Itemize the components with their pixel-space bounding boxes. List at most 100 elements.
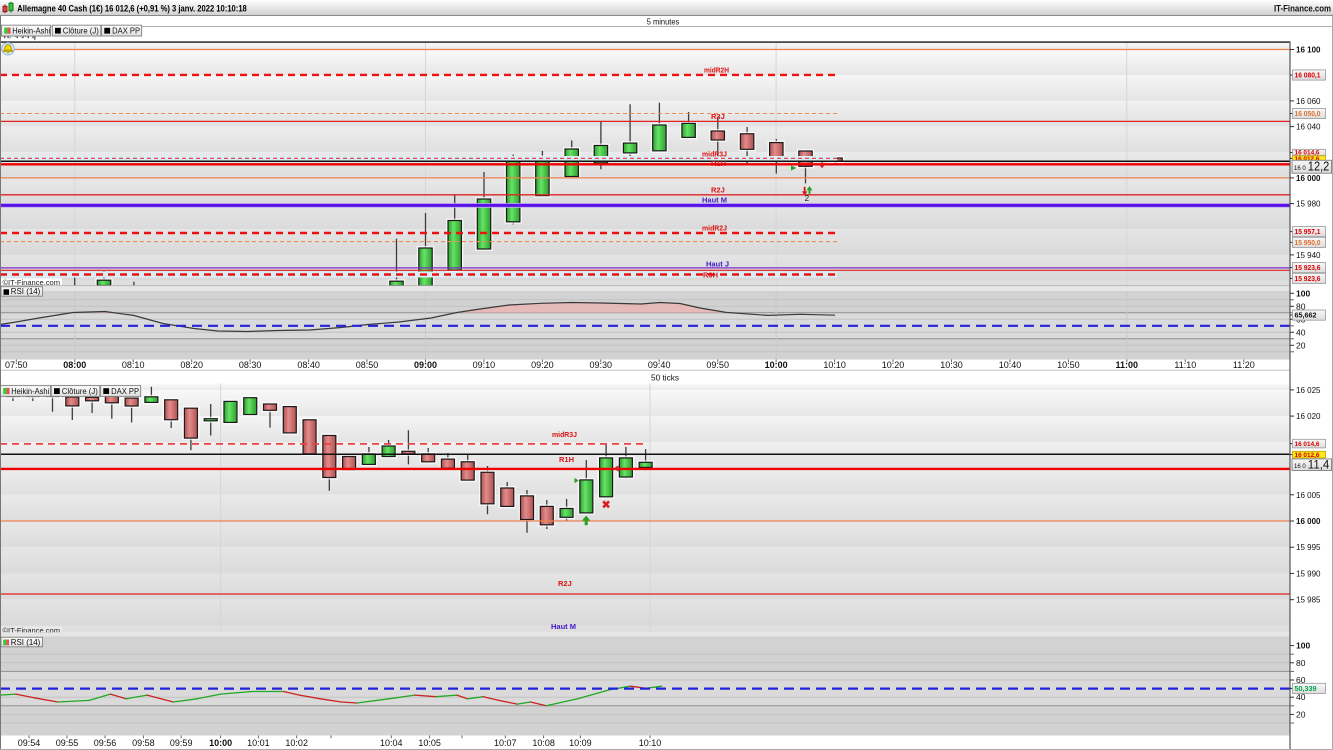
- svg-text:15 923,6: 15 923,6: [1295, 274, 1321, 283]
- svg-text:16 100: 16 100: [1296, 45, 1321, 55]
- svg-text:16 000: 16 000: [1296, 173, 1321, 183]
- svg-text:©IT-Finance.com: ©IT-Finance.com: [3, 626, 61, 635]
- svg-text:16 0: 16 0: [1294, 464, 1306, 470]
- svg-text:15 985: 15 985: [1296, 595, 1321, 605]
- svg-text:50,339: 50,339: [1295, 684, 1317, 693]
- svg-text:Heikin-Ashi: Heikin-Ashi: [12, 27, 50, 36]
- svg-text:Heikin-Ashi: Heikin-Ashi: [11, 387, 49, 396]
- svg-text:10:20: 10:20: [882, 360, 905, 370]
- svg-text:16 012,6: 16 012,6: [1295, 157, 1321, 163]
- svg-text:DAX PP: DAX PP: [111, 387, 139, 396]
- svg-text:midR3J: midR3J: [702, 150, 727, 159]
- svg-text:20: 20: [1296, 709, 1306, 719]
- svg-text:15 995: 15 995: [1296, 542, 1321, 552]
- svg-text:15 957,1: 15 957,1: [1295, 227, 1321, 236]
- svg-text:09:30: 09:30: [590, 360, 613, 370]
- svg-text:Clôture (J): Clôture (J): [62, 387, 98, 396]
- svg-text:Clôture (J): Clôture (J): [63, 27, 99, 36]
- svg-text:09:20: 09:20: [531, 360, 554, 370]
- svg-text:11:20: 11:20: [1233, 360, 1255, 370]
- svg-text:15 923,6: 15 923,6: [1295, 263, 1321, 272]
- svg-text:09:59: 09:59: [170, 738, 193, 748]
- svg-text:midR2H: midR2H: [704, 65, 729, 74]
- svg-text:Haut J: Haut J: [706, 260, 729, 269]
- svg-text:09:55: 09:55: [56, 738, 79, 748]
- svg-text:15 980: 15 980: [1296, 199, 1321, 209]
- svg-text:50 ticks: 50 ticks: [651, 374, 679, 383]
- svg-text:R3J: R3J: [711, 112, 725, 121]
- svg-text:16 050,0: 16 050,0: [1295, 109, 1321, 118]
- svg-text:09:58: 09:58: [132, 738, 155, 748]
- svg-text:10:40: 10:40: [999, 360, 1022, 370]
- svg-text:40: 40: [1296, 327, 1306, 337]
- svg-text:10:04: 10:04: [380, 738, 403, 748]
- svg-text:16 020: 16 020: [1296, 411, 1321, 421]
- svg-text:RSI (14): RSI (14): [11, 638, 41, 647]
- svg-text:10:02: 10:02: [285, 738, 308, 748]
- svg-text:08:30: 08:30: [239, 360, 262, 370]
- svg-text:10:50: 10:50: [1057, 360, 1080, 370]
- svg-text:60: 60: [1296, 675, 1306, 685]
- svg-text:16 080,1: 16 080,1: [1295, 71, 1321, 80]
- svg-text:16 014,6: 16 014,6: [1295, 441, 1320, 448]
- svg-text:09:10: 09:10: [473, 360, 496, 370]
- svg-text:08:00: 08:00: [63, 360, 86, 370]
- svg-text:©IT-Finance.com: ©IT-Finance.com: [3, 278, 61, 287]
- svg-text:08:20: 08:20: [180, 360, 203, 370]
- svg-text:16 132,6: 16 132,6: [2, 34, 37, 44]
- svg-text:100: 100: [1296, 641, 1310, 651]
- svg-text:10:30: 10:30: [940, 360, 963, 370]
- svg-text:16 005: 16 005: [1296, 490, 1321, 500]
- svg-text:16 025: 16 025: [1296, 385, 1321, 395]
- svg-text:09:54: 09:54: [18, 738, 41, 748]
- svg-text:Haut M: Haut M: [702, 196, 727, 205]
- svg-text:11:10: 11:10: [1174, 360, 1196, 370]
- svg-text:11:00: 11:00: [1116, 360, 1139, 370]
- svg-text:IT-Finance.com: IT-Finance.com: [1274, 3, 1331, 14]
- svg-text:10:10: 10:10: [639, 738, 662, 748]
- svg-text:10:00: 10:00: [209, 738, 232, 748]
- svg-text:12,2: 12,2: [1308, 159, 1330, 174]
- svg-text:16 014,6: 16 014,6: [1295, 150, 1321, 157]
- svg-text:R3H: R3H: [703, 271, 718, 280]
- svg-text:RSI (14): RSI (14): [11, 287, 41, 296]
- svg-text:10:00: 10:00: [765, 360, 788, 370]
- svg-text:10:05: 10:05: [418, 738, 441, 748]
- svg-text:10:10: 10:10: [823, 360, 846, 370]
- svg-text:08:40: 08:40: [297, 360, 320, 370]
- svg-text:11,4: 11,4: [1308, 458, 1330, 472]
- svg-text:10:08: 10:08: [532, 738, 555, 748]
- svg-text:07:50: 07:50: [5, 360, 28, 370]
- svg-text:R1H: R1H: [559, 455, 574, 464]
- svg-text:09:00: 09:00: [414, 360, 437, 370]
- svg-text:2: 2: [805, 194, 810, 203]
- svg-text:10:07: 10:07: [494, 738, 517, 748]
- svg-text:Haut M: Haut M: [551, 622, 576, 631]
- svg-text:09:50: 09:50: [706, 360, 729, 370]
- svg-text:80: 80: [1296, 301, 1306, 311]
- svg-text:15 950,0: 15 950,0: [1295, 238, 1321, 247]
- svg-text:10:09: 10:09: [569, 738, 592, 748]
- svg-text:09:40: 09:40: [648, 360, 671, 370]
- svg-text:16 040: 16 040: [1296, 122, 1321, 132]
- svg-text:100: 100: [1296, 288, 1310, 298]
- svg-text:16 000: 16 000: [1296, 516, 1321, 526]
- svg-text:40: 40: [1296, 692, 1306, 702]
- svg-text:16 060: 16 060: [1296, 96, 1321, 106]
- svg-text:R2J: R2J: [711, 185, 725, 194]
- svg-text:15 940: 15 940: [1296, 250, 1321, 260]
- svg-text:R1H: R1H: [711, 159, 726, 168]
- svg-text:R2J: R2J: [558, 579, 572, 588]
- svg-text:08:10: 08:10: [122, 360, 145, 370]
- svg-text:midR2J: midR2J: [702, 224, 727, 233]
- svg-text:65,662: 65,662: [1295, 311, 1317, 320]
- svg-text:midR3J: midR3J: [552, 430, 577, 439]
- svg-text:09:56: 09:56: [94, 738, 117, 748]
- svg-text:Allemagne 40 Cash (1€) 16 012,: Allemagne 40 Cash (1€) 16 012,6 (+0,91 %…: [17, 3, 247, 14]
- svg-text:10:01: 10:01: [247, 738, 270, 748]
- svg-text:20: 20: [1296, 340, 1306, 350]
- svg-text:15 990: 15 990: [1296, 569, 1321, 579]
- svg-text:16 012,6: 16 012,6: [1295, 452, 1321, 459]
- svg-text:08:50: 08:50: [356, 360, 379, 370]
- svg-text:80: 80: [1296, 658, 1306, 668]
